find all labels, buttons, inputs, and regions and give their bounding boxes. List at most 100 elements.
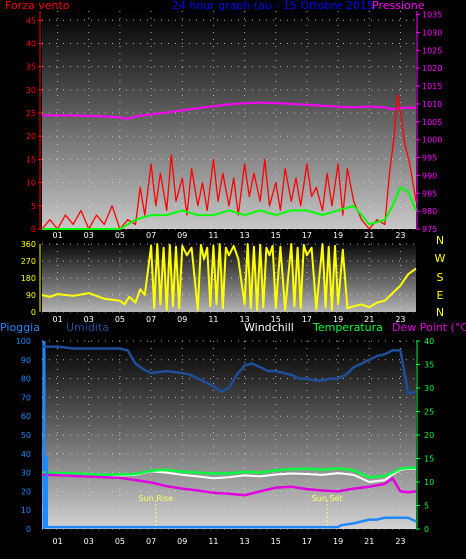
wind-y-tick: 10 (26, 179, 36, 188)
pressure-y-tick: 1015 (422, 82, 442, 91)
series-temperature-humidity (41, 345, 417, 529)
temperature-y-tick: 0 (424, 525, 429, 534)
wind-y-tick: 45 (26, 16, 36, 25)
wind-average-line (42, 186, 417, 230)
x-tick-label: 17 (302, 315, 312, 324)
temperature-y-tick: 15 (424, 455, 434, 464)
x-ticks-wind-pressure: 01 03 05 07 09 11 13 15 17 19 21 23 (52, 231, 405, 240)
x-tick-label: 03 (84, 537, 94, 546)
pressure-y-tick: 990 (422, 171, 437, 180)
x-tick-label: 17 (302, 231, 312, 240)
series-wind-pressure (41, 93, 417, 230)
dew-point-label: Dew Point (°C) (392, 321, 466, 334)
sun-marker-label: Sun Rise (138, 494, 173, 503)
rain-y-tick: 60 (21, 412, 31, 421)
rain-y-tick: 100 (16, 337, 31, 346)
x-tick-label: 11 (208, 537, 218, 546)
x-tick-label: 07 (146, 537, 156, 546)
temperature-y-tick: 10 (424, 478, 434, 487)
x-ticks-wind-direction: 01 03 05 07 09 11 13 15 17 19 21 23 (52, 315, 405, 324)
direction-y-tick: 0 (31, 308, 36, 317)
direction-y-ticks: 0 90 180 270 360 (21, 240, 41, 317)
pressure-y-tick: 995 (422, 154, 437, 163)
pressure-y-ticks: 975 980 985 990 995 1000 1005 1010 1015 1020 1025 1… (416, 11, 442, 234)
wind-y-tick: 5 (31, 202, 36, 211)
humidity-line (42, 345, 417, 395)
humidity-label: Umidita (66, 321, 109, 334)
temperature-line (41, 466, 416, 479)
wind-speed-line (41, 93, 417, 230)
x-tick-label: 05 (115, 231, 125, 240)
x-tick-label: 23 (395, 537, 405, 546)
rain-line (41, 452, 417, 529)
rain-y-tick: 0 (26, 525, 31, 534)
wind-y-tick: 20 (26, 132, 36, 141)
x-tick-label: 13 (239, 315, 249, 324)
rain-humidity-y-ticks: 0 10 20 30 40 50 60 70 80 90 100 (16, 337, 31, 534)
wind-y-tick: 15 (26, 155, 36, 164)
x-tick-label: 15 (271, 315, 281, 324)
rain-y-tick: 50 (21, 431, 31, 440)
x-tick-label: 13 (239, 537, 249, 546)
chart-title: 24 hour graph (au - 15 Ottobre 2015 (172, 0, 374, 12)
x-tick-label: 07 (146, 231, 156, 240)
pressure-line (42, 101, 416, 120)
windchill-label: Windchill (244, 321, 294, 334)
rain-y-tick: 20 (21, 487, 31, 496)
rain-y-tick: 40 (21, 450, 31, 459)
compass-label: E (437, 289, 444, 302)
compass-label: N (436, 306, 444, 319)
pressure-axis-title: Pressione (372, 0, 425, 12)
direction-y-tick: 360 (21, 240, 36, 249)
x-tick-label: 05 (115, 537, 125, 546)
temperature-y-tick: 5 (424, 502, 429, 511)
compass-label: N (436, 234, 444, 247)
pressure-y-tick: 1030 (422, 28, 442, 37)
pressure-y-tick: 1025 (422, 46, 442, 55)
panel-temperature-humidity: Pioggia Umidita Windchill Temperatura De… (0, 321, 466, 546)
wind-y-tick: 30 (26, 86, 36, 95)
x-tick-label: 09 (177, 315, 187, 324)
x-ticks-temperature-humidity: 01 03 05 07 09 11 13 15 17 19 21 23 (52, 537, 405, 546)
direction-y-tick: 270 (21, 257, 36, 266)
x-tick-label: 19 (333, 315, 343, 324)
wind-y-ticks: 0 5 10 15 20 25 30 35 40 45 (26, 11, 42, 234)
x-tick-label: 01 (52, 537, 62, 546)
temperature-y-tick: 25 (424, 408, 434, 417)
x-tick-label: 19 (333, 537, 343, 546)
rain-y-tick: 30 (21, 469, 31, 478)
direction-y-tick: 90 (26, 291, 36, 300)
x-tick-label: 01 (52, 231, 62, 240)
rain-axis-title: Pioggia (0, 321, 40, 334)
series-wind-direction (41, 243, 417, 312)
temperature-y-ticks: 0 5 10 15 20 25 30 35 40 (416, 337, 434, 534)
x-tick-label: 03 (84, 315, 94, 324)
plot-area-temperature-humidity (42, 341, 416, 529)
temperature-y-tick: 35 (424, 361, 434, 370)
plot-area-wind-pressure (42, 11, 416, 229)
pressure-y-tick: 1010 (422, 100, 442, 109)
x-tick-label: 15 (271, 537, 281, 546)
wind-y-tick: 25 (26, 109, 36, 118)
x-tick-label: 03 (84, 231, 94, 240)
rain-y-tick: 70 (21, 393, 31, 402)
wind-y-tick: 40 (26, 39, 36, 48)
direction-y-tick: 180 (21, 274, 36, 283)
x-tick-label: 11 (208, 231, 218, 240)
panel-wind-pressure: Forza vento 24 hour graph (au - 15 Ottob… (5, 0, 442, 240)
x-tick-label: 17 (302, 537, 312, 546)
pressure-y-tick: 985 (422, 189, 437, 198)
wind-axis-title: Forza vento (5, 0, 70, 12)
compass-label: W (435, 252, 446, 265)
pressure-y-tick: 1005 (422, 118, 442, 127)
rain-y-tick: 80 (21, 375, 31, 384)
sun-annotations: Sun Rise Sun Set (138, 494, 343, 529)
pressure-y-tick: 975 (422, 225, 437, 234)
x-tick-label: 23 (395, 315, 405, 324)
x-tick-label: 01 (52, 315, 62, 324)
x-tick-label: 11 (208, 315, 218, 324)
dew-point-line (41, 473, 417, 497)
x-tick-label: 15 (271, 231, 281, 240)
